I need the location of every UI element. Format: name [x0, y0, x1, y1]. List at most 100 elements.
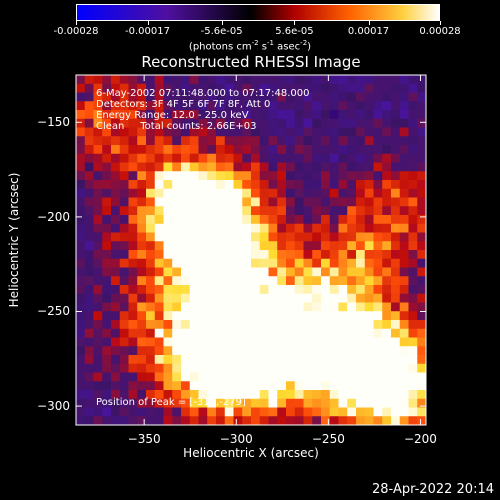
heatmap-cell	[128, 180, 138, 190]
heatmap-cell	[303, 381, 313, 391]
heatmap-cell	[329, 258, 339, 268]
heatmap-cell	[146, 311, 156, 321]
colorbar-tick-label: -5.6e-05	[200, 26, 243, 37]
heatmap-cell	[224, 398, 234, 408]
heatmap-cell	[277, 328, 287, 338]
heatmap-cell	[189, 258, 199, 268]
heatmap-cell	[364, 407, 374, 417]
heatmap-cell	[321, 171, 331, 181]
heatmap-cell	[84, 337, 94, 347]
heatmap-cell	[172, 302, 182, 312]
heatmap-cell	[286, 372, 296, 382]
heatmap-cell	[347, 153, 357, 163]
heatmap-cell	[268, 197, 278, 207]
heatmap-cell	[268, 153, 278, 163]
heatmap-cell	[76, 346, 86, 356]
heatmap-cell	[259, 390, 269, 400]
heatmap-cell	[128, 110, 138, 120]
heatmap-cell	[163, 337, 173, 347]
heatmap-cell	[373, 75, 383, 85]
heatmap-cell	[119, 110, 129, 120]
heatmap-cell	[286, 267, 296, 277]
heatmap-cell	[277, 206, 287, 216]
heatmap-cell	[364, 223, 374, 233]
heatmap-cell	[399, 215, 409, 225]
heatmap-cell	[137, 381, 147, 391]
heatmap-cell	[154, 337, 164, 347]
heatmap-cell	[242, 346, 252, 356]
heatmap-cell	[303, 293, 313, 303]
heatmap-cell	[373, 232, 383, 242]
heatmap-cell	[181, 267, 191, 277]
heatmap-cell	[216, 293, 226, 303]
heatmap-cell	[119, 188, 129, 198]
heatmap-cell	[137, 223, 147, 233]
heatmap-cell	[137, 127, 147, 137]
heatmap-cell	[137, 162, 147, 172]
heatmap-cell	[198, 223, 208, 233]
heatmap-cell	[198, 110, 208, 120]
heatmap-cell	[93, 153, 103, 163]
heatmap-cell	[268, 171, 278, 181]
heatmap-cell	[102, 83, 112, 93]
heatmap-cell	[417, 285, 426, 295]
heatmap-cell	[119, 258, 129, 268]
heatmap-cell	[111, 302, 121, 312]
heatmap-cell	[181, 416, 191, 425]
heatmap-cell	[76, 328, 86, 338]
heatmap-cell	[391, 92, 401, 102]
heatmap-cell	[286, 276, 296, 286]
heatmap-cell	[321, 355, 331, 365]
heatmap-cell	[146, 127, 156, 137]
heatmap-cell	[417, 390, 426, 400]
heatmap-cell	[111, 206, 121, 216]
heatmap-cell	[242, 337, 252, 347]
heatmap-cell	[163, 101, 173, 111]
heatmap-cell	[356, 416, 366, 425]
heatmap-cell	[111, 320, 121, 330]
heatmap-cell	[242, 171, 252, 181]
heatmap-cell	[391, 136, 401, 146]
heatmap-cell	[329, 285, 339, 295]
heatmap-cell	[251, 337, 261, 347]
heatmap-cell	[137, 180, 147, 190]
heatmap-cell	[84, 346, 94, 356]
heatmap-cell	[102, 381, 112, 391]
heatmap-cell	[382, 398, 392, 408]
heatmap-cell	[268, 293, 278, 303]
heatmap-cell	[329, 302, 339, 312]
heatmap-cell	[329, 215, 339, 225]
heatmap-cell	[154, 232, 164, 242]
heatmap-cell	[294, 180, 304, 190]
heatmap-cell	[198, 320, 208, 330]
heatmap-cell	[137, 311, 147, 321]
heatmap-cell	[399, 241, 409, 251]
heatmap-cell	[128, 276, 138, 286]
heatmap-cell	[294, 75, 304, 85]
heatmap-cell	[338, 83, 348, 93]
heatmap-cell	[242, 241, 252, 251]
heatmap-cell	[321, 302, 331, 312]
heatmap-cell	[329, 407, 339, 417]
heatmap-cell	[198, 390, 208, 400]
colorbar-tick-mark	[221, 21, 223, 25]
heatmap-cell	[382, 127, 392, 137]
heatmap-cell	[347, 75, 357, 85]
heatmap-cell	[146, 206, 156, 216]
heatmap-cell	[364, 110, 374, 120]
heatmap-cell	[286, 180, 296, 190]
heatmap-cell	[93, 416, 103, 425]
heatmap-cell	[294, 232, 304, 242]
heatmap-cell	[391, 328, 401, 338]
heatmap-cell	[321, 188, 331, 198]
heatmap-cell	[373, 337, 383, 347]
heatmap-cell	[154, 311, 164, 321]
heatmap-cell	[294, 293, 304, 303]
heatmap-cell	[373, 276, 383, 286]
heatmap-cell	[277, 250, 287, 260]
heatmap-cell	[172, 320, 182, 330]
heatmap-cell	[329, 320, 339, 330]
heatmap-cell	[181, 398, 191, 408]
heatmap-cell	[154, 153, 164, 163]
heatmap-cell	[154, 293, 164, 303]
